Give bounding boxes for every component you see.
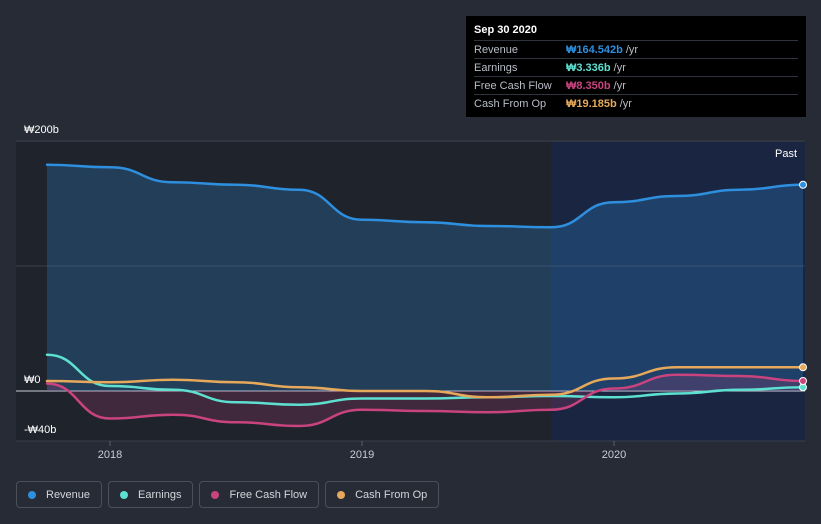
y-tick-label: ₩0: [24, 374, 41, 386]
tooltip-value: ₩3.336b: [566, 61, 611, 74]
free-cash-flow-endpoint: [799, 377, 807, 385]
x-tick-label: 2018: [98, 449, 122, 461]
legend-label: Free Cash Flow: [229, 488, 308, 501]
legend-dot-icon: [337, 490, 346, 499]
legend-dot-icon: [211, 490, 220, 499]
tooltip-row-cash-from-op: Cash From Op ₩19.185b /yr: [474, 94, 798, 112]
series-endpoints: [799, 180, 807, 392]
series-lines: [45, 163, 805, 428]
series-fills: [47, 164, 803, 426]
x-tick-label: 2020: [602, 449, 626, 461]
revenue-endpoint: [799, 180, 807, 189]
free-cash-flow-area: [47, 374, 803, 426]
revenue-line: [45, 163, 805, 229]
legend-label: Cash From Op: [355, 488, 428, 501]
revenue-area: [47, 164, 803, 391]
earnings-line: [45, 353, 805, 407]
past-label: Past: [775, 148, 797, 160]
tooltip-label: Free Cash Flow: [474, 79, 552, 92]
tooltip-unit: /yr: [619, 97, 632, 110]
tooltip-value: ₩8.350b: [566, 79, 611, 92]
legend-item-cash-from-op[interactable]: Cash From Op: [325, 481, 440, 508]
tooltip-row-free-cash-flow: Free Cash Flow ₩8.350b /yr: [474, 76, 798, 94]
tooltip-row-earnings: Earnings ₩3.336b /yr: [474, 58, 798, 76]
tooltip-date: Sep 30 2020: [474, 24, 537, 36]
legend-label: Revenue: [46, 488, 91, 501]
cash-from-op-line: [45, 365, 805, 399]
y-axis: ₩200b ₩0 -₩40b: [24, 124, 59, 436]
legend-item-revenue[interactable]: Revenue: [16, 481, 103, 508]
legend-label: Earnings: [138, 488, 182, 501]
tooltip-label: Revenue: [474, 43, 519, 56]
tooltip-row-revenue: Revenue ₩164.542b /yr: [474, 40, 798, 58]
tooltip-value: ₩19.185b: [566, 97, 617, 110]
legend-item-free-cash-flow[interactable]: Free Cash Flow: [199, 481, 320, 508]
tooltip: Sep 30 2020 Revenue ₩164.542b /yr Earnin…: [466, 16, 806, 117]
legend-dot-icon: [120, 490, 129, 499]
cash-from-op-endpoint: [799, 363, 807, 372]
legend: Revenue Earnings Free Cash Flow Cash Fro…: [16, 481, 440, 508]
tooltip-unit: /yr: [613, 79, 626, 92]
x-axis: 2018 2019 2020: [98, 441, 626, 461]
y-tick-label: ₩200b: [24, 124, 59, 136]
free-cash-flow-line: [45, 373, 805, 428]
legend-item-earnings[interactable]: Earnings: [108, 481, 194, 508]
x-tick-label: 2019: [350, 449, 374, 461]
tooltip-unit: /yr: [625, 43, 639, 56]
legend-dot-icon: [28, 490, 36, 499]
tooltip-unit: /yr: [613, 61, 626, 74]
tooltip-label: Earnings: [474, 61, 518, 74]
tooltip-label: Cash From Op: [474, 97, 547, 110]
tooltip-value: ₩164.542b: [566, 43, 623, 56]
y-tick-label: -₩40b: [24, 424, 56, 436]
